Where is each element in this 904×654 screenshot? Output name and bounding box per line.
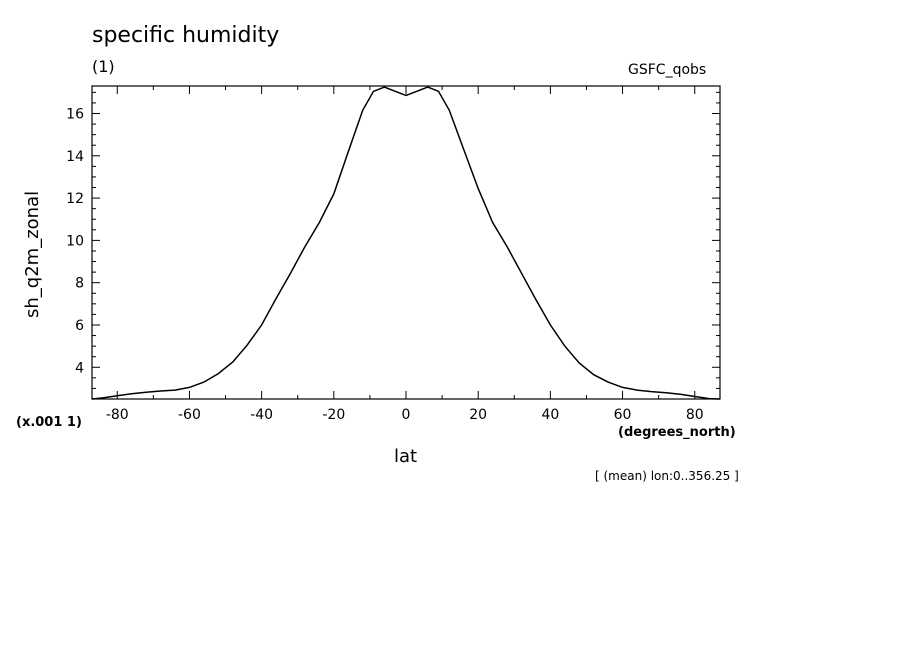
x-tick-label: 40 [541, 407, 559, 423]
y-tick-label: 8 [75, 276, 84, 292]
x-tick-label: -80 [106, 407, 129, 423]
x-tick-label: -40 [250, 407, 273, 423]
data-source-label: GSFC_qobs [628, 62, 707, 78]
plot-frame [91, 85, 721, 400]
y-tick-label: 4 [75, 360, 84, 376]
y-scale-note: (x.001 1) [16, 415, 82, 430]
chart-subtitle: (1) [92, 57, 115, 76]
axis-ticks [92, 86, 720, 399]
x-tick-label: -20 [322, 407, 345, 423]
x-axis-label: lat [394, 446, 418, 467]
y-tick-label: 12 [66, 191, 84, 207]
x-axis-units: (degrees_north) [618, 425, 736, 440]
y-tick-label: 14 [66, 149, 84, 165]
x-tick-label: 20 [469, 407, 487, 423]
y-tick-label: 10 [66, 233, 84, 249]
axis-tick-labels: -80 -60 -40 -20 0 20 40 60 80 4 6 8 10 12 14 16 [66, 106, 703, 423]
chart-title: specific humidity [92, 23, 280, 48]
x-tick-label: 80 [686, 407, 704, 423]
y-axis-label: sh_q2m_zonal [22, 190, 43, 318]
averaging-footnote: [ (mean) lon:0..356.25 ] [595, 469, 739, 483]
x-tick-label: 0 [402, 407, 411, 423]
y-tick-label: 16 [66, 106, 84, 122]
series-line [91, 86, 721, 400]
x-tick-label: -60 [178, 407, 201, 423]
x-tick-label: 60 [614, 407, 632, 423]
y-tick-label: 6 [75, 318, 84, 334]
